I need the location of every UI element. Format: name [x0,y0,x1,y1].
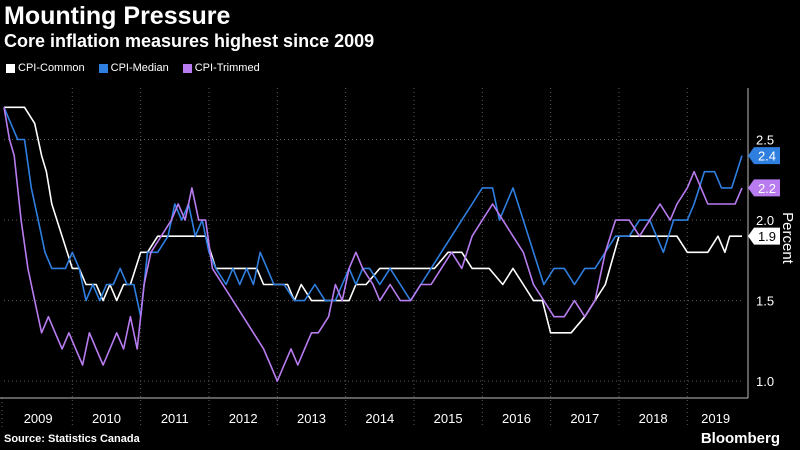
y-tick-label: 1.5 [756,294,774,309]
legend-swatch-cpi-median [98,63,108,73]
x-tick-label: 2019 [701,411,730,426]
x-tick-label: 2013 [297,411,326,426]
bloomberg-logo: Bloomberg [700,430,780,447]
grid-layer [1,88,744,428]
x-tick-label: 2009 [24,411,53,426]
end-label-layer: 1.9 2.4 2.2 [748,147,780,245]
end-label-tag-cpi-trimmed [748,179,780,197]
axis-layer: 1.0 1.5 2.0 2.5 2009 2010 2011 2012 2013 2014 2015… [0,88,774,426]
legend-label-cpi-common: CPI-Common [18,62,85,74]
x-tick-label: 2011 [161,411,189,426]
x-tick-label: 2017 [570,411,599,426]
legend-swatch-cpi-common [6,63,15,73]
end-label-cpi-common: 1.9 [758,229,776,244]
source-note: Source: Statistics Canada [4,433,140,445]
series-line-cpi-trimmed [3,107,743,382]
y-tick-label: 2.5 [756,133,774,148]
y-axis-label: Percent [779,212,796,265]
legend-item-cpi-common: CPI-Common [6,62,85,74]
legend-label-cpi-median: CPI-Median [110,62,169,74]
x-tick-label: 2010 [92,411,121,426]
series-line-cpi-median [3,106,743,318]
end-label-tag-cpi-common [748,227,780,245]
series-layer [3,106,743,382]
x-tick-label: 2015 [434,411,463,426]
chart-legend: CPI-Common CPI-Median CPI-Trimmed [6,62,260,74]
chart-subtitle: Core inflation measures highest since 20… [4,31,375,51]
end-label-cpi-median: 2.4 [758,149,776,164]
end-label-cpi-trimmed: 2.2 [758,181,776,196]
x-tick-label: 2018 [639,411,668,426]
end-label-tag-cpi-median [748,147,780,165]
x-tick-label: 2014 [365,411,394,426]
series-line-cpi-common [4,106,742,334]
chart-title: Mounting Pressure [4,2,231,30]
legend-label-cpi-trimmed: CPI-Trimmed [194,62,260,74]
legend-item-cpi-trimmed: CPI-Trimmed [182,62,260,74]
y-tick-label: 2.0 [756,213,774,228]
legend-swatch-cpi-trimmed [182,63,192,73]
x-tick-label: 2012 [229,411,258,426]
legend-item-cpi-median: CPI-Median [98,62,169,74]
y-tick-label: 1.0 [756,374,774,389]
x-tick-label: 2016 [502,411,531,426]
